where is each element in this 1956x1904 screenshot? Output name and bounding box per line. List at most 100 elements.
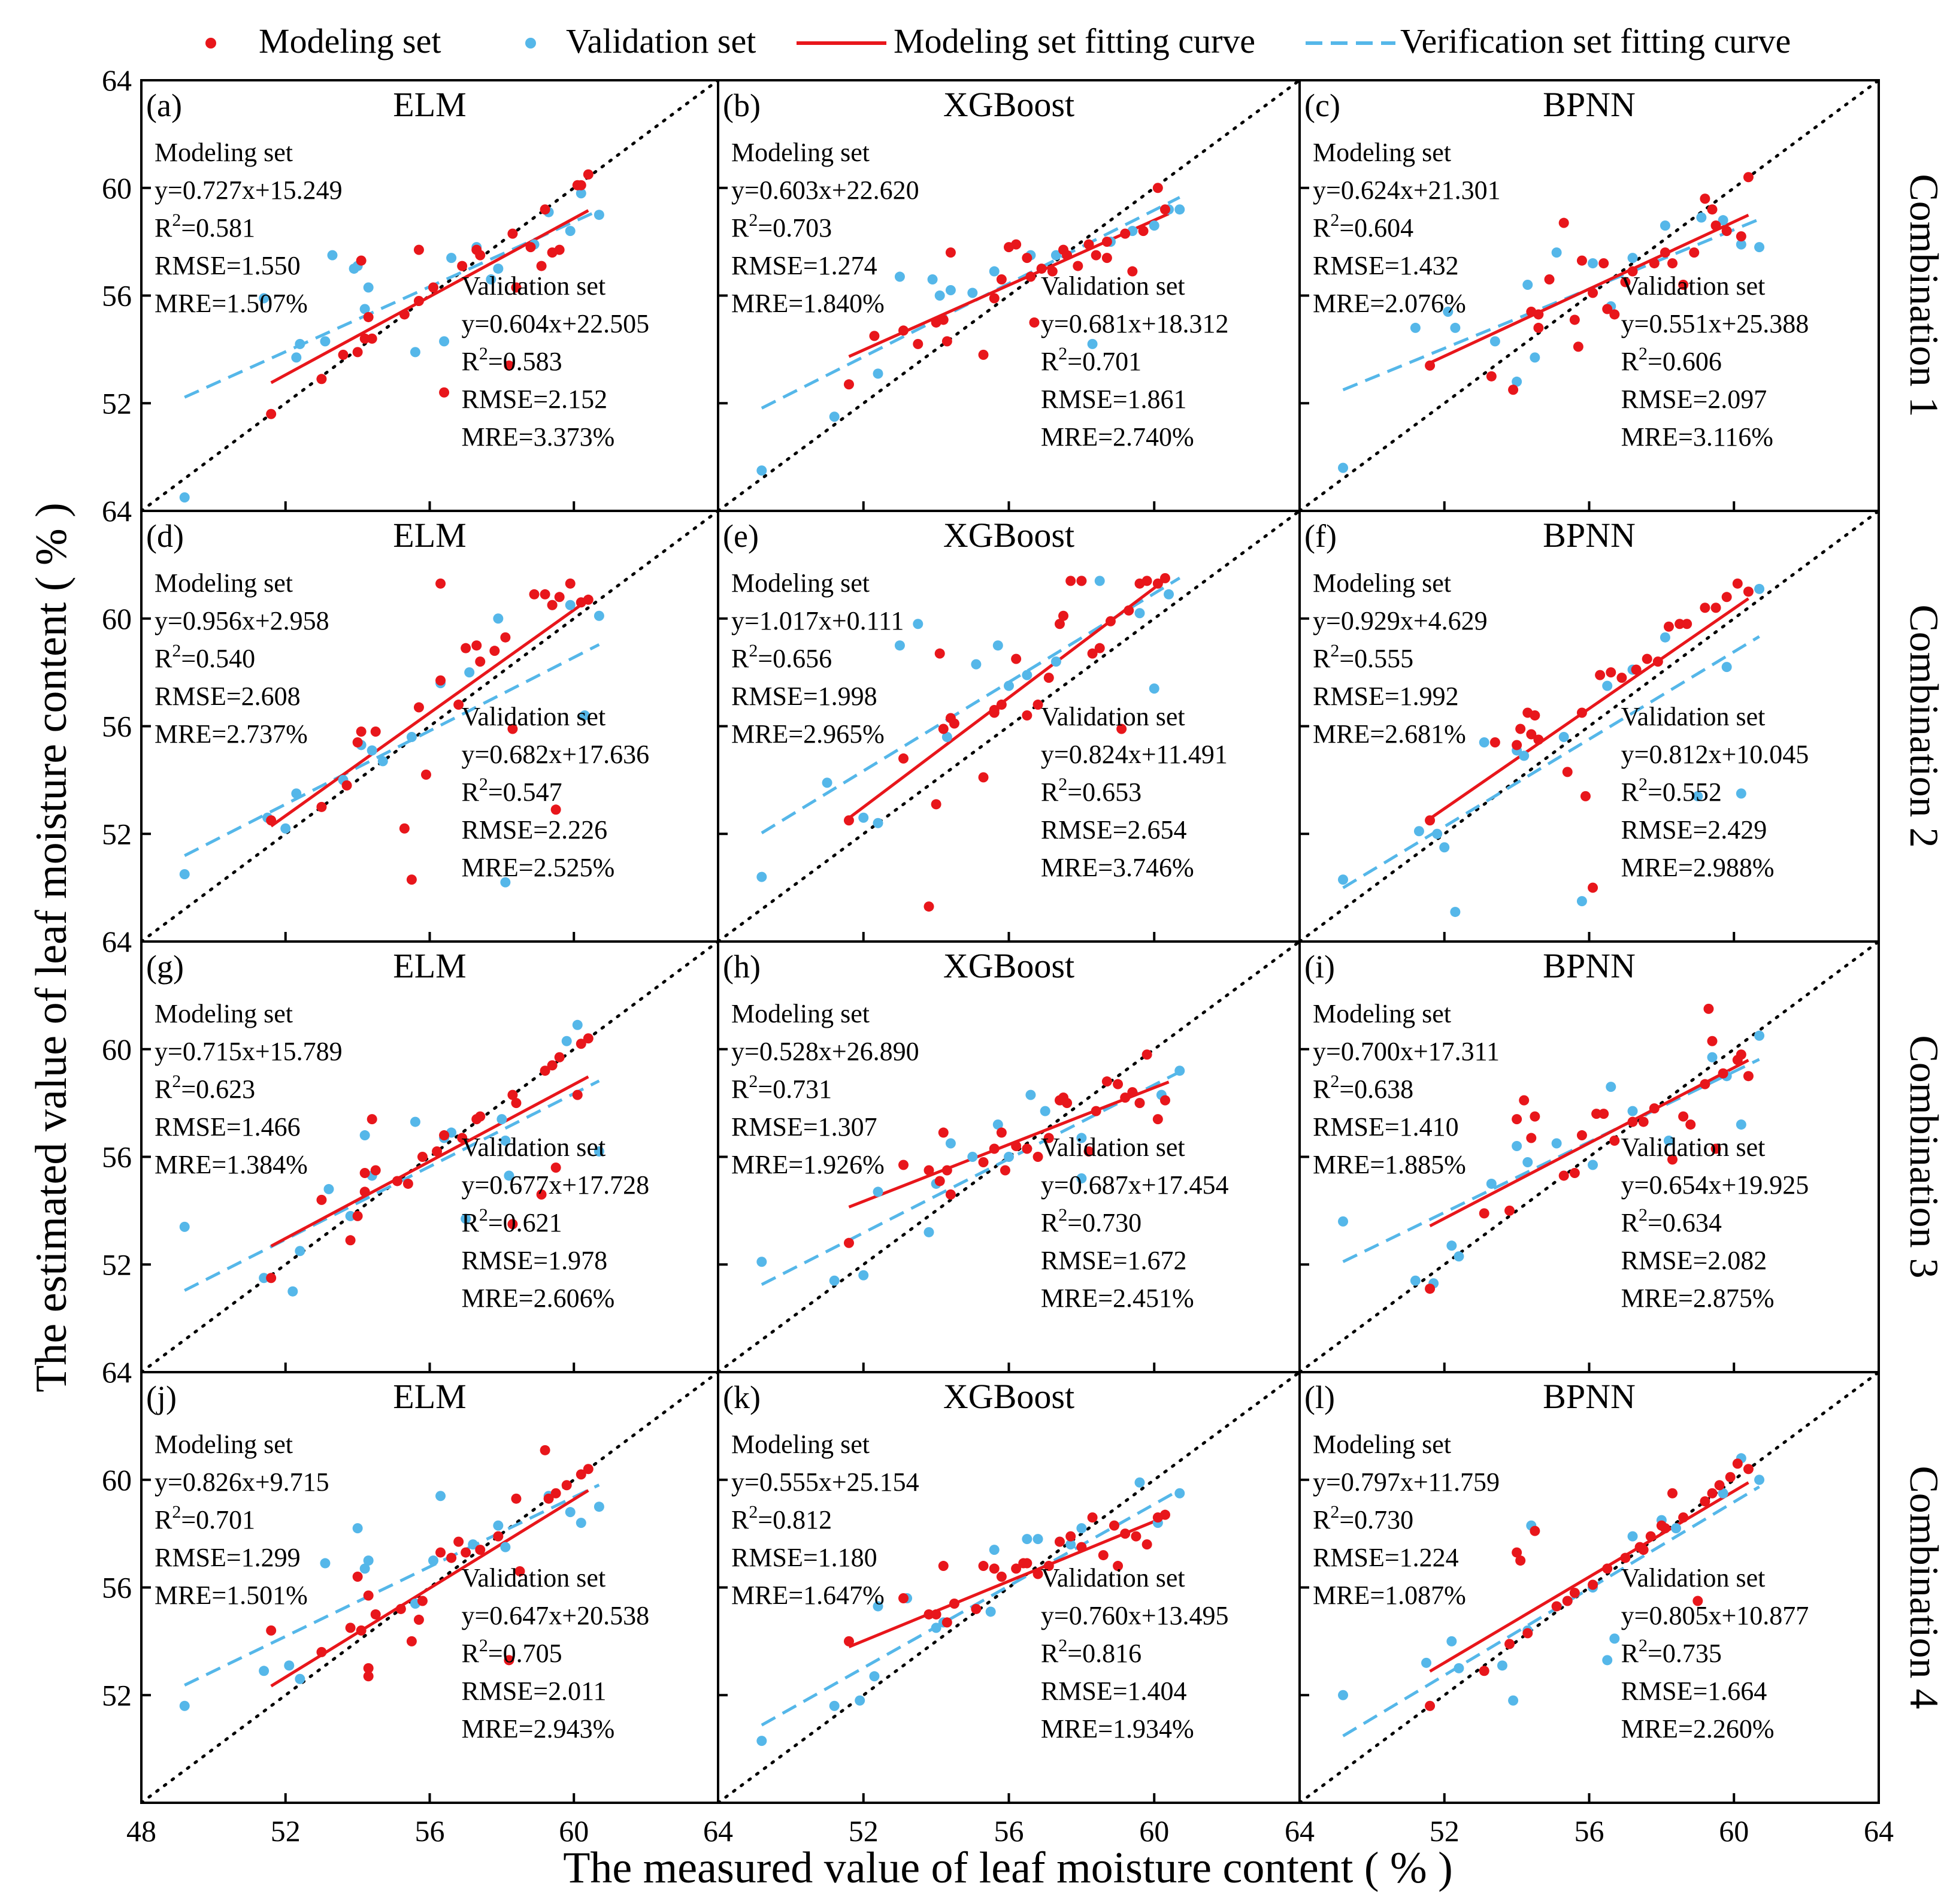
stats-mre: MRE=1.501% <box>155 1581 308 1610</box>
validation-point <box>576 1518 586 1528</box>
validation-point <box>500 1136 511 1146</box>
modeling-point <box>1022 710 1032 721</box>
modeling-point <box>439 387 450 398</box>
modeling-point <box>1022 253 1032 264</box>
stats-r2: R2=0.705 <box>461 1636 562 1668</box>
validation-point <box>179 869 190 880</box>
model-name: ELM <box>393 85 466 124</box>
modeling-point <box>1101 237 1112 247</box>
modeling-point <box>1032 1152 1043 1162</box>
modeling-point <box>1660 247 1670 258</box>
stats-equation: y=0.805x+10.877 <box>1621 1601 1809 1630</box>
y-tick-label: 56 <box>102 710 132 743</box>
modeling-point <box>363 1590 374 1601</box>
modeling-point <box>996 274 1007 285</box>
modeling-point <box>572 1089 583 1100</box>
validation-point <box>406 731 417 742</box>
modeling-stats: Modeling set y=1.017x+0.111 R2=0.656 RMSE=1… <box>731 568 904 749</box>
modeling-point <box>1667 1154 1678 1165</box>
stats-equation: y=0.812x+10.045 <box>1621 740 1809 769</box>
validation-point <box>496 1114 507 1125</box>
validation-point <box>504 1170 514 1181</box>
stats-rmse: RMSE=2.097 <box>1621 385 1767 414</box>
modeling-point <box>1425 1284 1436 1294</box>
stats-mre: MRE=1.507% <box>155 289 308 318</box>
validation-point <box>594 1146 604 1157</box>
stats-r2: R2=0.731 <box>731 1071 832 1104</box>
stats-equation: y=0.624x+21.301 <box>1313 175 1501 205</box>
legend-item-1: Modeling set <box>205 22 441 60</box>
modeling-point <box>941 1617 952 1628</box>
modeling-point <box>511 282 522 293</box>
modeling-point <box>898 753 909 764</box>
modeling-point <box>529 589 540 600</box>
modeling-point <box>945 247 956 258</box>
validation-point <box>363 282 374 293</box>
validation-point <box>1522 280 1533 290</box>
stats-r2: R2=0.623 <box>155 1071 255 1104</box>
validation-point <box>320 1558 331 1569</box>
modeling-point <box>1580 791 1591 801</box>
modeling-point <box>540 204 550 215</box>
modeling-point <box>352 1572 363 1582</box>
modeling-stats: Modeling set y=0.956x+2.958 R2=0.540 RMSE=2… <box>155 568 329 749</box>
stats-title: Validation set <box>1621 1563 1766 1593</box>
validation-point <box>756 871 767 882</box>
validation-fit-line <box>184 643 600 857</box>
modeling-point <box>941 1165 952 1176</box>
modeling-point <box>1707 204 1718 215</box>
validation-point <box>1454 1663 1464 1673</box>
y-tick-label: 56 <box>102 1571 132 1605</box>
x-tick-label: 56 <box>1575 1814 1604 1848</box>
validation-point <box>359 1130 370 1141</box>
modeling-point <box>1512 740 1522 750</box>
modeling-point <box>924 901 934 912</box>
stats-mre: MRE=1.840% <box>731 289 885 318</box>
validation-stats: Validation set y=0.682x+17.636 R2=0.547 RMS… <box>461 702 649 882</box>
stats-r2: R2=0.701 <box>1041 344 1141 376</box>
stats-rmse: RMSE=1.550 <box>155 251 301 280</box>
stats-r2: R2=0.583 <box>461 344 562 376</box>
modeling-point <box>1062 250 1073 261</box>
modeling-point <box>1065 576 1076 586</box>
modeling-point <box>1663 621 1674 632</box>
modeling-stats: Modeling set y=0.624x+21.301 R2=0.604 RMSE=… <box>1313 138 1501 318</box>
row-label-combination-4: Combination 4 <box>1902 1466 1947 1709</box>
stats-mre: MRE=3.373% <box>461 422 614 452</box>
validation-point <box>869 1671 880 1682</box>
modeling-point <box>1515 724 1526 734</box>
model-name: BPNN <box>1543 85 1636 124</box>
modeling-point <box>1588 1579 1598 1590</box>
stats-mre: MRE=2.606% <box>461 1284 614 1313</box>
model-name: BPNN <box>1543 516 1636 555</box>
modeling-point <box>435 578 446 589</box>
model-name: BPNN <box>1543 946 1636 985</box>
validation-point <box>1707 1052 1718 1063</box>
validation-point <box>1692 791 1703 801</box>
validation-fit-line <box>1342 635 1760 889</box>
modeling-fit-line <box>270 1075 589 1248</box>
modeling-point <box>370 1609 381 1620</box>
modeling-point <box>338 349 349 360</box>
validation-point <box>493 613 504 624</box>
modeling-point <box>395 1603 406 1614</box>
validation-point <box>1754 242 1765 253</box>
modeling-point <box>507 724 518 734</box>
modeling-point <box>1515 1555 1526 1566</box>
modeling-point <box>1576 255 1587 266</box>
stats-equation: y=0.528x+26.890 <box>731 1037 919 1066</box>
modeling-point <box>1558 1170 1569 1181</box>
modeling-point <box>1616 673 1627 683</box>
modeling-point <box>1707 1488 1718 1499</box>
modeling-point <box>1083 239 1094 250</box>
stats-title: Modeling set <box>155 568 293 598</box>
validation-stats: Validation set y=0.812x+10.045 R2=0.552 RMS… <box>1621 702 1809 882</box>
panel-b: (b) XGBoost Modeling set y=0.603x+22.620 R2=… <box>717 79 1301 512</box>
modeling-point <box>446 1552 457 1563</box>
panel-a: (a) ELM Modeling set y=0.727x+15.249 R2=0.58… <box>140 79 719 512</box>
panel-letter: (g) <box>146 949 184 985</box>
modeling-point <box>1018 1558 1029 1569</box>
modeling-point <box>406 1636 417 1646</box>
row-label-combination-3: Combination 3 <box>1902 1035 1947 1278</box>
validation-point <box>1432 828 1443 839</box>
